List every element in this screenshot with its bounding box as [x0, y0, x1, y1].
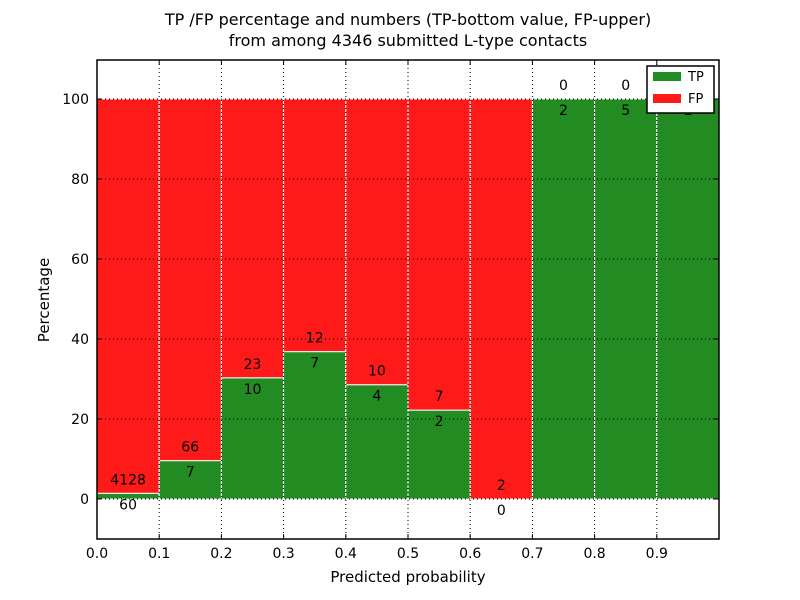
fp-bar — [407, 98, 471, 411]
fp-count-label: 23 — [244, 357, 262, 373]
fp-count-label: 0 — [559, 78, 568, 94]
x-tick-label: 0.4 — [335, 546, 357, 562]
tp-count-label: 2 — [435, 414, 444, 430]
x-tick-label: 0.0 — [86, 546, 108, 562]
tp-count-label: 7 — [310, 356, 319, 372]
tp-count-label: 2 — [559, 103, 568, 119]
fp-count-label: 10 — [368, 364, 386, 380]
fp-count-label: 7 — [435, 389, 444, 405]
legend-swatch-fp — [653, 94, 681, 103]
x-tick-label: 0.7 — [521, 546, 543, 562]
chart-title-line2: from among 4346 submitted L-type contact… — [228, 31, 588, 50]
tp-count-label: 0 — [497, 503, 506, 519]
tp-bar — [220, 377, 285, 500]
y-tick-label: 60 — [71, 252, 89, 268]
tp-bar — [407, 409, 471, 500]
fp-bar — [283, 98, 347, 353]
x-tick-label: 0.8 — [583, 546, 605, 562]
tp-count-label: 10 — [244, 382, 262, 398]
tp-bar — [345, 384, 409, 500]
fp-count-label: 2 — [497, 478, 506, 494]
fp-count-label: 66 — [181, 440, 199, 456]
y-tick-label: 20 — [71, 412, 89, 428]
legend-label-tp: TP — [687, 70, 704, 85]
x-tick-label: 0.6 — [459, 546, 481, 562]
x-tick-label: 0.3 — [272, 546, 294, 562]
y-tick-label: 80 — [71, 172, 89, 188]
fp-bar — [158, 98, 222, 462]
tp-bar — [531, 98, 596, 500]
fp-bar — [220, 98, 285, 379]
plot-border — [96, 59, 720, 540]
x-tick-label: 0.2 — [210, 546, 232, 562]
legend-label-fp: FP — [688, 92, 703, 107]
chart-title-line1: TP /FP percentage and numbers (TP-bottom… — [164, 10, 652, 29]
x-axis-label: Predicted probability — [330, 568, 486, 586]
x-tick-label: 0.5 — [397, 546, 419, 562]
fp-bar — [469, 98, 533, 500]
x-tick-label: 0.9 — [646, 546, 668, 562]
fp-count-label: 0 — [621, 78, 630, 94]
tp-bar — [283, 351, 347, 500]
tp-count-label: 7 — [186, 465, 195, 481]
fp-count-label: 4128 — [110, 472, 146, 488]
x-tick-label: 0.1 — [148, 546, 170, 562]
fp-bar — [345, 98, 409, 386]
tp-count-label: 4 — [372, 389, 381, 405]
fp-count-label: 12 — [306, 331, 324, 347]
y-tick-label: 40 — [71, 332, 89, 348]
tp-bar — [656, 98, 720, 500]
y-tick-label: 100 — [62, 92, 89, 108]
tp-count-label: 5 — [621, 103, 630, 119]
fp-bar — [96, 98, 160, 494]
tp-bar — [594, 98, 658, 500]
legend-swatch-tp — [653, 72, 681, 81]
y-tick-label: 0 — [80, 492, 89, 508]
chart-title: TP /FP percentage and numbers (TP-bottom… — [97, 9, 719, 51]
tp-count-label: 60 — [119, 497, 137, 513]
